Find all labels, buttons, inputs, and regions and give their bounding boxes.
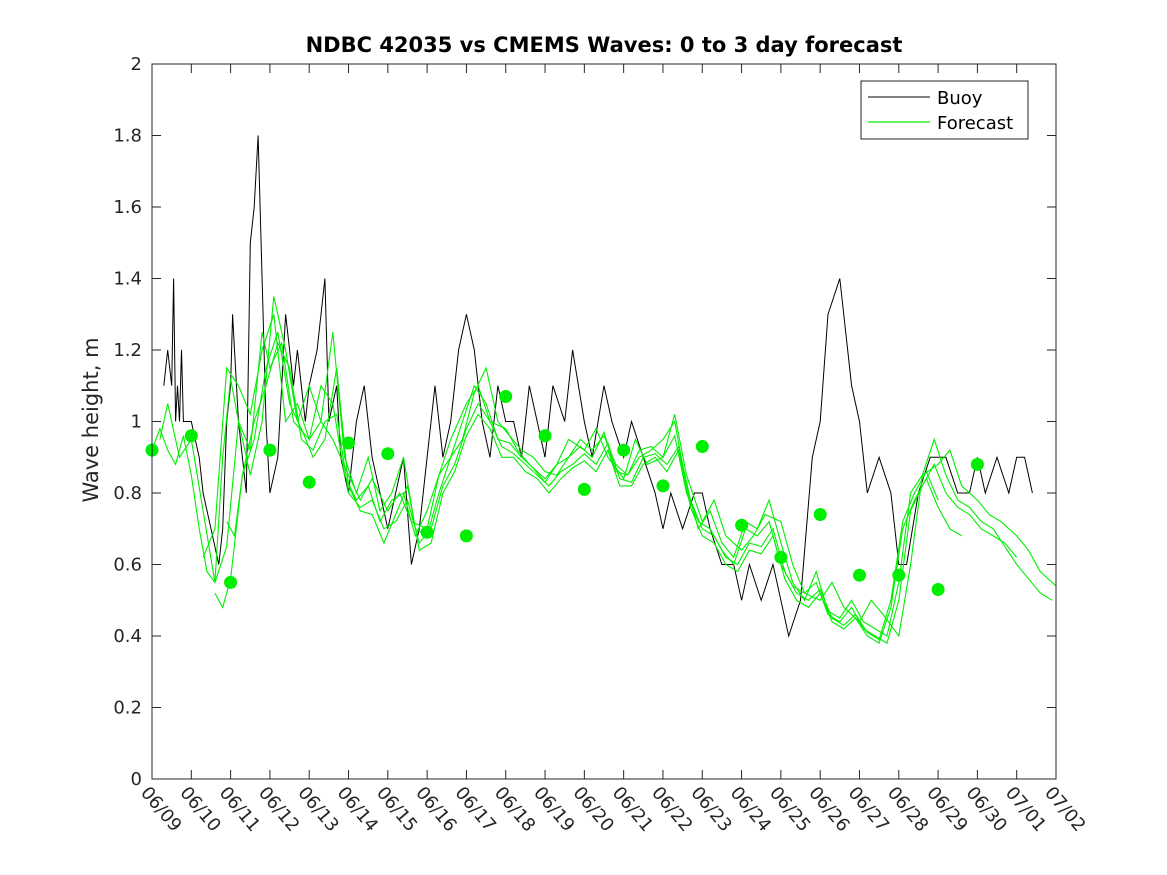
x-tick-label: 06/15 xyxy=(372,783,421,836)
y-tick-label: 2 xyxy=(131,54,142,75)
forecast-marker xyxy=(459,529,473,543)
x-tick-label: 06/17 xyxy=(451,783,500,836)
x-tick-label: 06/20 xyxy=(569,783,618,836)
forecast-marker xyxy=(184,429,198,443)
series-layer xyxy=(151,135,1057,644)
x-tick-label: 06/27 xyxy=(844,783,893,836)
chart-title: NDBC 42035 vs CMEMS Waves: 0 to 3 day fo… xyxy=(306,33,903,57)
x-tick-label: 06/22 xyxy=(647,783,696,836)
y-tick-label: 0.2 xyxy=(113,698,142,719)
x-tick-label: 06/16 xyxy=(411,783,460,836)
x-tick-label: 06/29 xyxy=(922,783,971,836)
forecast-marker xyxy=(617,443,631,457)
forecast-marker xyxy=(577,482,591,496)
y-tick-label: 0.6 xyxy=(113,555,142,576)
forecast-marker xyxy=(538,429,552,443)
forecast-series-line-4 xyxy=(226,341,939,641)
x-tick-label: 06/26 xyxy=(804,783,853,836)
x-tick-label: 06/30 xyxy=(962,783,1011,836)
y-tick-label: 1.8 xyxy=(113,126,142,147)
x-tick-label: 06/12 xyxy=(254,783,303,836)
forecast-marker xyxy=(813,508,827,521)
y-tick-label: 0.4 xyxy=(113,626,142,647)
forecast-series-line-5 xyxy=(214,331,962,644)
plot-background xyxy=(152,64,1056,779)
x-tick-label: 06/11 xyxy=(215,783,264,836)
legend-buoy-label: Buoy xyxy=(937,88,983,109)
x-tick-label: 06/23 xyxy=(686,783,735,836)
marker-layer xyxy=(145,390,984,596)
forecast-marker xyxy=(224,575,238,589)
forecast-marker xyxy=(302,475,316,489)
y-tick-label: 1 xyxy=(131,412,142,433)
x-tick-label: 06/21 xyxy=(608,783,657,836)
x-tick-label: 06/13 xyxy=(293,783,342,836)
forecast-marker xyxy=(342,436,355,450)
forecast-marker xyxy=(970,457,984,471)
y-tick-label: 0.8 xyxy=(113,483,142,504)
y-tick-label: 1.2 xyxy=(113,340,142,361)
x-tick-label: 06/10 xyxy=(175,783,224,836)
y-tick-label: 1.4 xyxy=(113,269,142,290)
x-tick-label: 06/28 xyxy=(883,783,932,836)
forecast-marker xyxy=(931,583,945,596)
forecast-marker xyxy=(892,568,906,582)
forecast-marker xyxy=(263,443,277,457)
x-tick-label: 07/02 xyxy=(1040,783,1089,836)
y-axis-label: Wave height, m xyxy=(79,337,103,502)
forecast-series-line-2 xyxy=(159,296,1053,637)
forecast-marker xyxy=(735,518,749,532)
x-tick-label: 06/09 xyxy=(136,783,185,836)
forecast-marker xyxy=(695,440,709,453)
legend-box xyxy=(860,80,1029,140)
x-tick-label: 06/24 xyxy=(726,783,775,836)
forecast-marker xyxy=(853,568,866,582)
x-tick-label: 06/19 xyxy=(529,783,578,836)
forecast-series-line-1 xyxy=(151,331,1057,638)
forecast-marker xyxy=(381,447,395,461)
legend: Buoy Forecast xyxy=(860,80,1029,140)
y-tick-label: 1.6 xyxy=(113,197,142,218)
y-tick-label: 0 xyxy=(131,769,142,790)
forecast-marker xyxy=(656,479,670,493)
forecast-marker xyxy=(420,525,434,539)
legend-forecast-label: Forecast xyxy=(937,113,1013,134)
forecast-series-line-3 xyxy=(202,314,1018,644)
x-tick-label: 07/01 xyxy=(1001,783,1050,836)
forecast-marker xyxy=(499,390,513,403)
x-tick-label: 06/25 xyxy=(765,783,814,836)
buoy-series-line xyxy=(163,135,1033,638)
plot-area xyxy=(152,64,1056,779)
x-tick-label: 06/18 xyxy=(490,783,539,836)
x-tick-label: 06/14 xyxy=(333,783,382,836)
forecast-marker xyxy=(774,550,788,564)
